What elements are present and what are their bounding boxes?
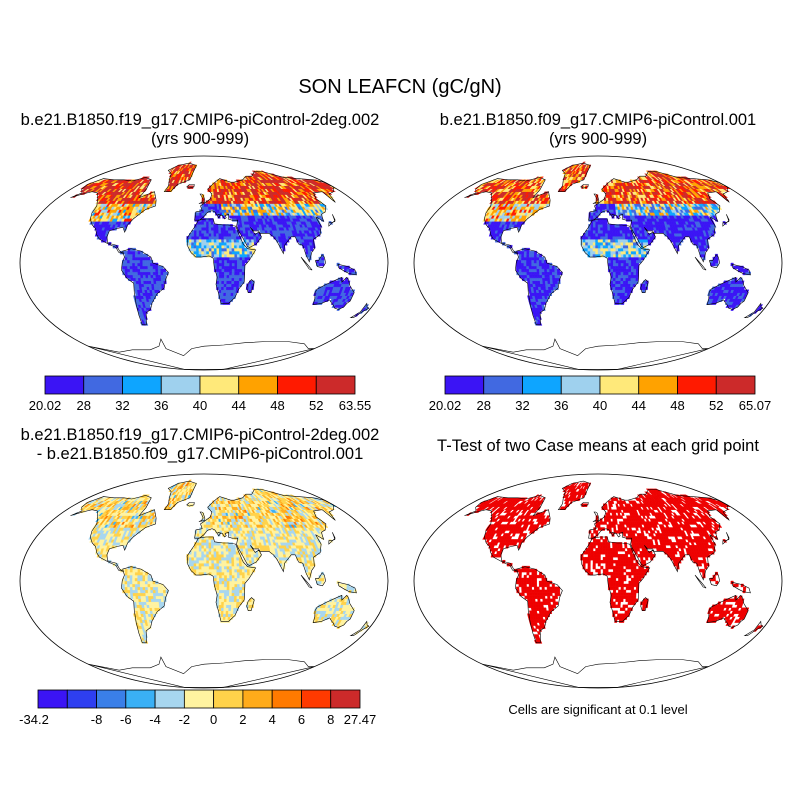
- colorbar-label: 36: [554, 398, 568, 413]
- colorbar-label: 48: [670, 398, 684, 413]
- colorbar-box: [315, 375, 356, 395]
- panel-case1-title: b.e21.B1850.f19_g17.CMIP6-piControl-2deg…: [0, 111, 400, 149]
- colorbar-box: [154, 689, 185, 709]
- colorbar-box: [277, 375, 317, 395]
- significance-note: Cells are significant at 0.1 level: [508, 702, 688, 717]
- colorbar-label: 40: [593, 398, 607, 413]
- colorbar-label: -34.2: [19, 712, 49, 727]
- colorbar-label: 27.47: [344, 712, 377, 727]
- colorbar-box: [301, 689, 332, 709]
- colorbar-label: 63.55: [339, 398, 372, 413]
- map-case2: [413, 155, 783, 371]
- colorbar-difference: -34.2 -8 -6 -4 -2 0 2 4 6 8 27.47: [19, 689, 376, 727]
- colorbar-label: -4: [149, 712, 161, 727]
- colorbar-box: [715, 375, 756, 395]
- colorbar-label: 44: [632, 398, 646, 413]
- colorbar-label: 44: [232, 398, 246, 413]
- colorbar-box: [242, 689, 273, 709]
- panel-ttest-title: T-Test of two Case means at each grid po…: [398, 437, 798, 456]
- panel-case1-title-line1: b.e21.B1850.f19_g17.CMIP6-piControl-2deg…: [20, 111, 380, 129]
- colorbar-label: 0: [210, 712, 217, 727]
- panel-ttest-title-line1: T-Test of two Case means at each grid po…: [437, 437, 759, 455]
- panel-diff-title-line1: b.e21.B1850.f19_g17.CMIP6-piControl-2deg…: [20, 426, 380, 444]
- colorbar-box: [183, 689, 215, 709]
- colorbar-labels: 20.02 28 32 36 40 44 48 52 63.55: [29, 398, 372, 413]
- map-coastlines: [70, 162, 370, 370]
- map-ttest: [413, 473, 783, 689]
- colorbar-boxes: [444, 375, 756, 395]
- map-case1: [19, 155, 389, 371]
- map-grid-cells: [71, 161, 370, 326]
- colorbar-box: [599, 375, 640, 395]
- colorbar-boxes: [44, 375, 356, 395]
- colorbar-box: [238, 375, 278, 395]
- panel-case1-title-line2: (yrs 900-999): [150, 130, 250, 148]
- colorbar-label: 8: [327, 712, 334, 727]
- colorbar-box: [83, 375, 123, 395]
- map-difference: [19, 473, 389, 689]
- panel-diff-title-line2: - b.e21.B1850.f09_g17.CMIP6-piControl.00…: [36, 445, 364, 463]
- colorbar-box: [199, 375, 240, 395]
- colorbar-case1: 20.02 28 32 36 40 44 48 52 63.55: [29, 375, 372, 413]
- colorbar-box: [66, 689, 97, 709]
- colorbar-boxes: [37, 689, 361, 709]
- colorbar-label: -6: [120, 712, 132, 727]
- colorbar-label: 65.07: [739, 398, 772, 413]
- panel-diff-title: b.e21.B1850.f19_g17.CMIP6-piControl-2deg…: [0, 426, 400, 464]
- colorbar-label: 4: [269, 712, 276, 727]
- panel-case2-title-line1: b.e21.B1850.f09_g17.CMIP6-piControl.001: [439, 111, 757, 129]
- panel-case2-title-line2: (yrs 900-999): [548, 130, 648, 148]
- colorbar-box: [560, 375, 601, 395]
- figure-title: SON LEAFCN (gC/gN): [298, 76, 502, 98]
- colorbar-box: [122, 375, 162, 395]
- colorbar-box: [213, 689, 244, 709]
- colorbar-label: 48: [270, 398, 284, 413]
- colorbar-box: [160, 375, 201, 395]
- colorbar-label: 28: [77, 398, 91, 413]
- colorbar-labels: -34.2 -8 -6 -4 -2 0 2 4 6 8 27.47: [19, 712, 376, 727]
- map-border: [19, 473, 389, 689]
- colorbar-box: [96, 689, 127, 709]
- colorbar-case2: 20.02 28 32 36 40 44 48 52 65.07: [429, 375, 772, 413]
- colorbar-label: -8: [91, 712, 103, 727]
- colorbar-box: [271, 689, 302, 709]
- colorbar-box: [677, 375, 717, 395]
- map-coastlines: [464, 162, 764, 370]
- colorbar-box: [638, 375, 678, 395]
- colorbar-label: 40: [193, 398, 207, 413]
- colorbar-label: 28: [477, 398, 491, 413]
- colorbar-label: 20.02: [429, 398, 462, 413]
- map-coastlines: [464, 480, 764, 688]
- colorbar-label: 32: [115, 398, 129, 413]
- map-border: [19, 155, 389, 371]
- colorbar-box: [444, 375, 485, 395]
- colorbar-box: [125, 689, 156, 709]
- map-border: [413, 155, 783, 371]
- colorbar-label: 20.02: [29, 398, 62, 413]
- colorbar-label: 2: [239, 712, 246, 727]
- colorbar-label: 52: [309, 398, 323, 413]
- colorbar-box: [483, 375, 523, 395]
- colorbar-box: [44, 375, 85, 395]
- colorbar-label: 36: [154, 398, 168, 413]
- panel-case2-title: b.e21.B1850.f09_g17.CMIP6-piControl.001 …: [398, 111, 798, 149]
- map-border: [413, 473, 783, 689]
- colorbar-label: 32: [515, 398, 529, 413]
- colorbar-label: 52: [709, 398, 723, 413]
- colorbar-label: -2: [179, 712, 191, 727]
- colorbar-label: 6: [298, 712, 305, 727]
- map-coastlines: [70, 480, 370, 688]
- colorbar-box: [37, 689, 68, 709]
- colorbar-labels: 20.02 28 32 36 40 44 48 52 65.07: [429, 398, 772, 413]
- colorbar-box: [330, 689, 361, 709]
- colorbar-box: [522, 375, 562, 395]
